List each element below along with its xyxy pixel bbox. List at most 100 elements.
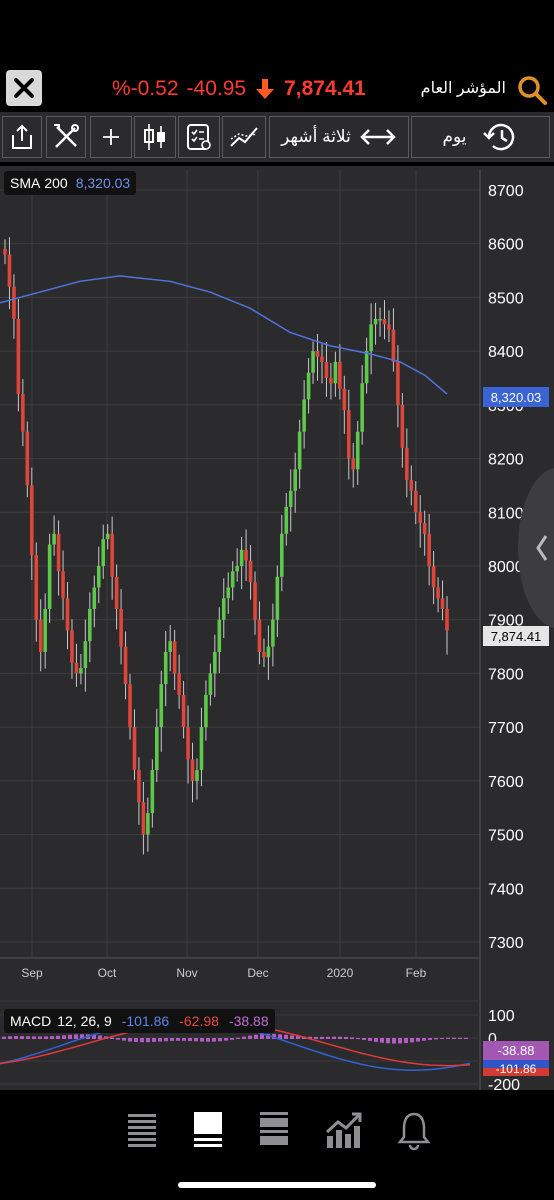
interval-selector[interactable]: يوم [411,116,550,158]
candle-body [101,539,106,566]
time-tick-label: Nov [176,966,197,980]
macd-histogram-bar [404,1038,408,1044]
candle-body [248,560,253,583]
candle-body [199,727,204,771]
compare-button[interactable] [222,116,266,158]
watchlist-icon [128,1114,156,1147]
nav-portfolio[interactable] [324,1110,364,1150]
candle-body [355,431,360,470]
macd-histogram-bar [398,1038,402,1044]
time-tick-label: 2020 [327,966,354,980]
candle-body [96,566,101,588]
history-clock-icon [482,123,514,151]
candle-body [280,533,284,577]
candle-body [177,673,181,695]
macd-histogram-bar [74,1034,78,1039]
candle-body [195,770,199,781]
macd-histogram-bar [134,1038,138,1042]
sma-period: 200 [44,175,68,191]
last-price-tag: 7,874.41 [491,629,542,644]
candle-body [16,318,21,395]
candle-body [217,619,222,652]
macd-histogram-bar [200,1038,204,1042]
sma-legend[interactable]: SMA 200 8,320.03 [4,171,137,195]
sma-line [0,275,448,395]
candlestick-icon [144,124,165,150]
candle-body [262,651,266,658]
candle-body [315,351,320,357]
candle-body [154,727,159,771]
candle-body [83,641,88,669]
macd-histogram-bar [116,1038,120,1040]
candle-body [221,598,226,620]
tools-button[interactable] [46,116,86,158]
price-chart[interactable]: 8700860085008400830082008100800079007800… [0,166,554,1096]
news-list-icon [260,1112,288,1145]
indicators-settings-icon [187,124,211,150]
candle-body [422,523,427,534]
macd-histogram-bar [356,1038,360,1040]
candle-body [110,533,114,577]
candle-body [235,566,239,572]
macd-histogram-bar [152,1038,156,1042]
macd-histogram-bar [434,1038,438,1040]
close-button[interactable] [6,70,42,106]
candle-body [360,383,364,432]
search-icon [518,76,547,105]
candle-body [61,571,65,599]
macd-legend[interactable]: MACD 12, 26, 9 -101.86 -62.98 -38.88 [4,1009,275,1033]
index-name: المؤشر العام [420,80,506,97]
candle-body [74,662,79,674]
indicators-button[interactable] [178,116,220,158]
macd-histogram-bar [26,1036,30,1039]
share-button[interactable] [2,116,42,158]
candle-body [400,404,405,448]
candle-body [257,619,262,652]
candle-body [12,286,16,319]
macd-histogram-bar [314,1036,318,1039]
macd-histogram-bar [194,1038,198,1042]
chart-type-button[interactable] [134,116,176,158]
macd-tick-label: -200 [488,1077,520,1090]
candle-body [338,361,342,389]
macd-histogram-bar [308,1036,312,1039]
nav-list[interactable] [256,1110,292,1150]
nav-chart[interactable] [190,1110,226,1150]
search-button[interactable] [516,74,548,106]
macd-tag: -101.86 [496,1062,537,1076]
range-selector[interactable]: ثلاثة أشهر [269,116,409,158]
status-area [0,0,554,66]
macd-histogram-bar [110,1037,114,1039]
macd-histogram-bar [440,1037,444,1039]
macd-histogram-bar [266,1033,270,1039]
candle-body [114,576,119,609]
time-tick-label: Feb [406,966,427,980]
candle-body [29,485,34,556]
macd-histogram-bar [332,1036,336,1039]
nav-alerts[interactable] [396,1110,432,1151]
candle-body [275,576,280,620]
time-tick-label: Dec [247,966,268,980]
chart-area[interactable]: 8700860085008400830082008100800079007800… [0,166,554,1096]
percent-change: %-0.52 [112,77,179,100]
quote-header [0,66,554,112]
candle-body [405,447,409,481]
candle-body [427,533,431,566]
horizontal-arrows-icon [360,129,396,145]
candle-body [266,646,271,658]
sma-value: 8,320.03 [75,175,131,191]
candle-body [302,399,306,432]
macd-histogram-bar [56,1035,60,1039]
macd-histogram-bar [284,1034,288,1039]
candle-body [128,684,132,728]
macd-histogram-bar [50,1036,54,1039]
crosshair-button[interactable] [90,116,132,158]
sma-price-tag: 8,320.03 [491,390,542,405]
tools-icon [54,124,79,148]
macd-histogram-bar [188,1038,192,1042]
nav-watchlist[interactable] [124,1110,160,1150]
macd-histogram-bar [206,1038,210,1042]
candle-body [409,480,414,491]
macd-histogram-bar [98,1035,102,1039]
macd-histogram-bar [338,1036,342,1039]
